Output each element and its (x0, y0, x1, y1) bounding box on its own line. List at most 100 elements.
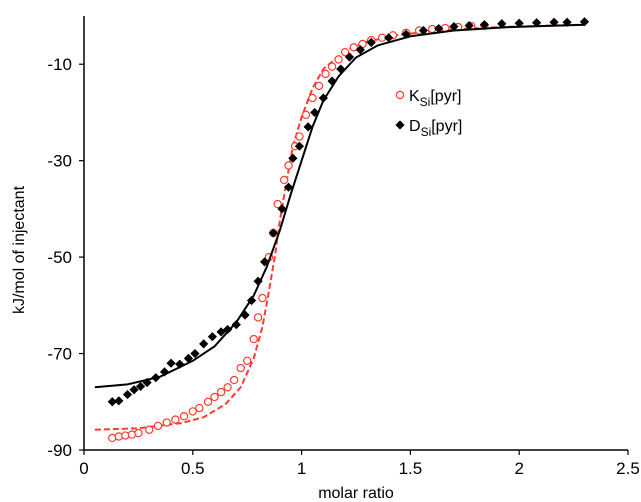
axes (83, 16, 628, 451)
data-point (434, 23, 444, 34)
data-point (579, 17, 590, 27)
data-point (145, 425, 154, 434)
data-point (162, 418, 171, 427)
data-point (195, 403, 204, 413)
series-layer (94, 17, 590, 443)
data-point (532, 18, 542, 28)
data-point (327, 76, 337, 86)
y-tick-label: -10 (47, 55, 72, 74)
data-point (273, 199, 282, 209)
data-point (479, 20, 489, 30)
data-point (236, 363, 245, 373)
data-point (210, 392, 219, 402)
data-point (242, 356, 252, 365)
data-point (203, 397, 213, 406)
data-point (277, 204, 287, 214)
legend: KSi[pyr] DSi[pyr] (395, 88, 462, 139)
data-point (336, 64, 346, 74)
data-point (175, 359, 185, 369)
data-point (321, 69, 330, 79)
x-tick-label: 0 (79, 459, 88, 478)
data-point (223, 383, 232, 392)
data-point (497, 19, 507, 29)
data-point (334, 55, 343, 64)
data-point (284, 161, 293, 170)
data-point (122, 389, 133, 400)
data-point (183, 353, 194, 363)
data-point (166, 358, 176, 368)
data-point (258, 293, 267, 303)
data-point (514, 18, 524, 28)
data-point (134, 428, 143, 438)
y-tick-label: -70 (47, 345, 72, 364)
x-axis-title: molar ratio (318, 485, 394, 502)
y-tick-label: -50 (47, 248, 72, 267)
data-point (327, 62, 337, 71)
x-tick-label: 0.5 (181, 459, 205, 478)
data-point (301, 110, 311, 120)
legend-item: DSi[pyr] (395, 118, 462, 139)
series-2 (94, 17, 590, 407)
data-point (249, 334, 258, 344)
legend-label: KSi[pyr] (409, 88, 461, 109)
data-point (142, 377, 152, 388)
data-point (288, 153, 298, 163)
data-point (253, 313, 263, 322)
data-point (303, 122, 313, 132)
x-tick-label: 1 (297, 459, 306, 478)
x-tick-label: 2.5 (616, 459, 640, 478)
data-point (114, 396, 124, 406)
x-tick-label: 2 (514, 459, 523, 478)
data-point (344, 52, 355, 62)
data-point (107, 397, 117, 407)
data-point (231, 320, 241, 330)
data-point (340, 47, 350, 57)
data-point (294, 141, 305, 151)
data-point (190, 348, 200, 359)
y-tick-label: -30 (47, 152, 72, 171)
data-point (153, 421, 163, 431)
ticks: 0 0.5 1 1.5 2 2.5 -10 -30 -50 -70 -90 (47, 55, 639, 478)
legend-marker (395, 90, 405, 100)
data-point (549, 17, 559, 27)
data-point (171, 415, 180, 424)
data-point (464, 21, 474, 31)
data-point (279, 175, 289, 185)
data-point (283, 182, 294, 192)
x-tick-label: 1.5 (399, 459, 423, 478)
data-point (268, 228, 278, 238)
data-point (240, 310, 250, 320)
data-point (223, 324, 233, 335)
data-point (260, 257, 270, 267)
data-point (314, 81, 324, 91)
data-point (129, 385, 139, 395)
data-point (135, 381, 146, 391)
data-point (310, 107, 320, 118)
data-point (207, 332, 217, 342)
legend-marker (395, 120, 405, 130)
data-point (449, 22, 459, 32)
data-point (401, 29, 411, 39)
data-point (188, 407, 197, 416)
y-tick-label: -90 (47, 441, 72, 460)
data-point (295, 132, 304, 141)
legend-item: KSi[pyr] (395, 88, 461, 109)
data-point (349, 43, 359, 52)
data-point (308, 93, 317, 103)
data-point (151, 373, 161, 383)
data-point (216, 387, 226, 397)
fit-curve (94, 23, 585, 431)
data-point (562, 17, 572, 27)
data-point (418, 25, 429, 36)
data-point (246, 295, 257, 306)
data-point (179, 412, 189, 421)
data-point (229, 375, 239, 385)
data-point (355, 45, 365, 55)
y-axis-title: kJ/mol of injectant (11, 185, 28, 314)
data-point (366, 37, 376, 48)
data-point (318, 93, 328, 103)
data-point (384, 33, 394, 43)
data-point (199, 339, 209, 349)
data-point (216, 327, 226, 337)
data-point (159, 367, 170, 377)
